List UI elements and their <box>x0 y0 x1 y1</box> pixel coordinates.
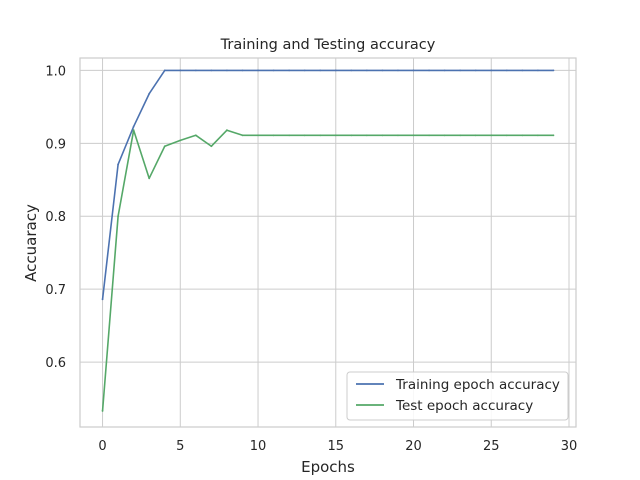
y-tick-label: 0.9 <box>45 137 66 152</box>
legend-label: Training epoch accuracy <box>395 377 560 393</box>
data-point <box>132 125 135 128</box>
data-point <box>505 69 508 72</box>
data-point <box>428 134 430 137</box>
data-point <box>552 69 555 72</box>
x-tick-label: 30 <box>561 439 578 454</box>
data-point <box>163 145 166 148</box>
legend: Training epoch accuracy Test epoch accura… <box>346 371 569 421</box>
data-point <box>490 134 493 137</box>
data-point <box>163 69 166 72</box>
x-tick-label: 15 <box>328 439 345 454</box>
grid <box>80 58 576 427</box>
series-line-1 <box>101 69 554 300</box>
data-point <box>381 69 384 72</box>
data-point <box>257 134 259 137</box>
data-point <box>241 134 244 137</box>
data-point <box>226 129 228 132</box>
data-point <box>117 163 119 166</box>
legend-label: Test epoch accuracy <box>395 398 533 414</box>
y-tick-label: 0.7 <box>45 283 66 298</box>
series-line-2 <box>101 129 554 412</box>
data-point <box>334 69 337 72</box>
x-tick-label: 20 <box>405 439 422 454</box>
data-point <box>397 69 399 72</box>
data-point <box>101 410 104 412</box>
data-point <box>194 134 197 137</box>
data-point <box>381 134 384 137</box>
data-point <box>521 134 524 137</box>
data-point <box>210 69 213 72</box>
data-point <box>288 134 291 137</box>
data-point <box>552 134 555 137</box>
data-point <box>334 134 337 137</box>
data-point <box>241 69 244 72</box>
data-point <box>505 134 508 137</box>
data-point <box>319 69 322 72</box>
data-point <box>428 69 430 72</box>
data-point <box>319 134 322 137</box>
data-point <box>226 69 228 72</box>
data-point <box>537 134 539 137</box>
data-point <box>474 134 477 137</box>
data-point <box>117 215 119 218</box>
data-point <box>474 69 477 72</box>
data-point <box>350 134 353 137</box>
data-point <box>459 69 462 72</box>
data-point <box>303 134 306 137</box>
data-point <box>521 69 524 72</box>
data-point <box>132 129 135 132</box>
series-lines <box>101 69 555 412</box>
x-tick-label: 0 <box>98 439 106 454</box>
legend-box <box>346 371 569 421</box>
y-tick-label: 0.8 <box>45 210 66 225</box>
tick-labels: 0 5 10 15 20 25 30 0.6 0.7 0.8 0.9 1.0 <box>45 64 577 454</box>
data-point <box>397 134 399 137</box>
data-point <box>459 134 462 137</box>
data-point <box>443 134 446 137</box>
x-axis-title: Epochs <box>301 458 355 476</box>
data-point <box>443 69 446 72</box>
data-point <box>288 69 291 72</box>
data-point <box>179 69 182 72</box>
plot-frame <box>79 57 577 428</box>
data-point <box>194 69 197 72</box>
data-point <box>412 69 415 72</box>
data-point <box>412 134 415 137</box>
y-axis-title: Accuaracy <box>22 204 40 282</box>
data-point <box>148 177 151 180</box>
data-point <box>101 298 104 301</box>
chart-title: Training and Testing accuracy <box>220 37 436 53</box>
data-point <box>272 69 275 72</box>
data-point <box>537 69 539 72</box>
data-point <box>303 69 306 72</box>
plot-border <box>79 57 577 428</box>
x-tick-label: 10 <box>250 439 267 454</box>
x-tick-label: 5 <box>176 439 184 454</box>
data-point <box>272 134 275 137</box>
data-point <box>210 145 213 148</box>
data-point <box>257 69 259 72</box>
y-tick-label: 0.6 <box>45 356 66 371</box>
data-point <box>148 92 151 95</box>
data-point <box>365 69 368 72</box>
data-point <box>490 69 493 72</box>
data-point <box>179 139 182 142</box>
data-point <box>350 69 353 72</box>
y-tick-label: 1.0 <box>45 64 66 79</box>
x-tick-label: 25 <box>483 439 500 454</box>
data-point <box>365 134 368 137</box>
